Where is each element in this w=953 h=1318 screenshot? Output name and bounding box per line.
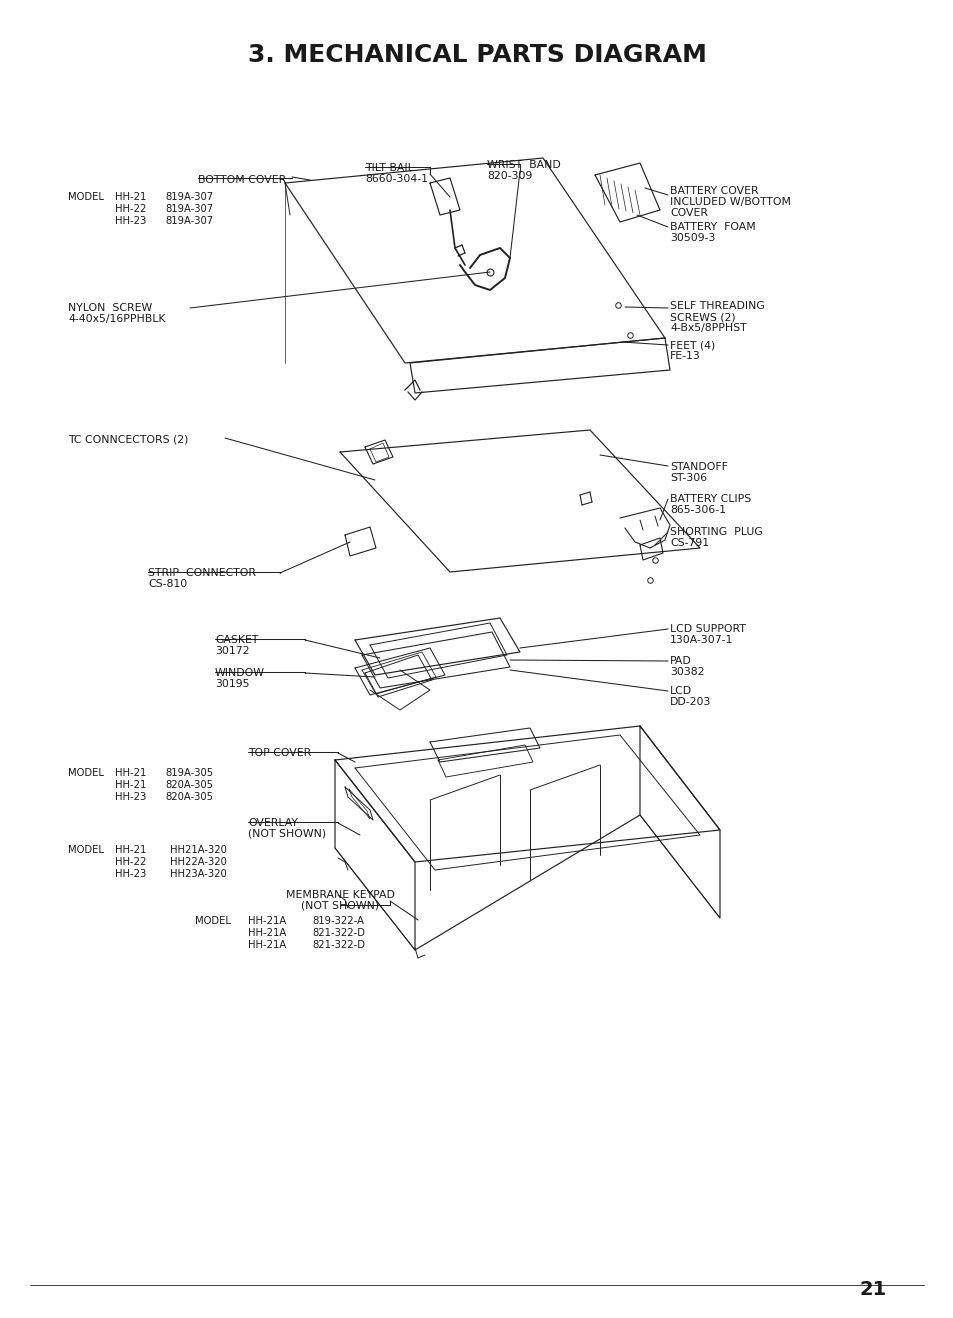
Text: HH-21: HH-21 — [115, 845, 146, 855]
Text: PAD: PAD — [669, 656, 691, 666]
Text: BATTERY  FOAM: BATTERY FOAM — [669, 221, 755, 232]
Text: HH-23: HH-23 — [115, 869, 146, 879]
Text: TOP COVER: TOP COVER — [248, 749, 311, 758]
Text: STANDOFF: STANDOFF — [669, 463, 727, 472]
Text: HH-21A: HH-21A — [248, 928, 286, 938]
Text: MODEL: MODEL — [68, 768, 104, 778]
Text: 4-Bx5/8PPHST: 4-Bx5/8PPHST — [669, 323, 746, 333]
Text: HH-21: HH-21 — [115, 192, 146, 202]
Text: 130A-307-1: 130A-307-1 — [669, 635, 733, 645]
Text: COVER: COVER — [669, 208, 707, 217]
Text: HH-22: HH-22 — [115, 857, 146, 867]
Text: 820A-305: 820A-305 — [165, 780, 213, 789]
Text: HH22A-320: HH22A-320 — [170, 857, 227, 867]
Text: FEET (4): FEET (4) — [669, 340, 715, 351]
Text: LCD: LCD — [669, 685, 691, 696]
Text: INCLUDED W/BOTTOM: INCLUDED W/BOTTOM — [669, 196, 790, 207]
Text: CS-810: CS-810 — [148, 579, 187, 589]
Text: 30195: 30195 — [214, 679, 250, 689]
Text: NYLON  SCREW: NYLON SCREW — [68, 303, 152, 312]
Text: 819A-307: 819A-307 — [165, 204, 213, 214]
Text: FE-13: FE-13 — [669, 351, 700, 361]
Text: BATTERY CLIPS: BATTERY CLIPS — [669, 494, 750, 503]
Text: 3. MECHANICAL PARTS DIAGRAM: 3. MECHANICAL PARTS DIAGRAM — [247, 43, 706, 67]
Text: LCD SUPPORT: LCD SUPPORT — [669, 623, 745, 634]
Text: HH-21: HH-21 — [115, 768, 146, 778]
Text: 821-322-D: 821-322-D — [312, 928, 365, 938]
Text: 8660-304-1: 8660-304-1 — [365, 174, 428, 185]
Text: TILT BAIL: TILT BAIL — [365, 163, 414, 173]
Text: 30509-3: 30509-3 — [669, 233, 715, 243]
Text: 819-322-A: 819-322-A — [312, 916, 363, 927]
Text: HH23A-320: HH23A-320 — [170, 869, 227, 879]
Text: SCREWS (2): SCREWS (2) — [669, 312, 735, 322]
Text: 821-322-D: 821-322-D — [312, 940, 365, 950]
Text: MODEL: MODEL — [68, 192, 104, 202]
Text: GASKET: GASKET — [214, 635, 258, 645]
Text: 820A-305: 820A-305 — [165, 792, 213, 801]
Text: TC CONNCECTORS (2): TC CONNCECTORS (2) — [68, 435, 188, 445]
Text: HH21A-320: HH21A-320 — [170, 845, 227, 855]
Text: WINDOW: WINDOW — [214, 668, 265, 677]
Text: OVERLAY: OVERLAY — [248, 818, 297, 828]
Text: SELF THREADING: SELF THREADING — [669, 301, 764, 311]
Text: MODEL: MODEL — [68, 845, 104, 855]
Text: HH-22: HH-22 — [115, 204, 146, 214]
Text: 819A-307: 819A-307 — [165, 192, 213, 202]
Text: STRIP  CONNECTOR: STRIP CONNECTOR — [148, 568, 255, 579]
Text: ST-306: ST-306 — [669, 473, 706, 482]
Text: WRIST  BAND: WRIST BAND — [486, 159, 560, 170]
Text: HH-21: HH-21 — [115, 780, 146, 789]
Text: MODEL: MODEL — [194, 916, 231, 927]
Text: CS-791: CS-791 — [669, 538, 708, 548]
Text: BATTERY COVER: BATTERY COVER — [669, 186, 758, 196]
Text: 865-306-1: 865-306-1 — [669, 505, 725, 515]
Text: HH-23: HH-23 — [115, 792, 146, 801]
Text: 819A-305: 819A-305 — [165, 768, 213, 778]
Text: 21: 21 — [859, 1280, 886, 1300]
Text: HH-23: HH-23 — [115, 216, 146, 225]
Text: (NOT SHOWN): (NOT SHOWN) — [248, 829, 326, 840]
Text: BOTTOM COVER: BOTTOM COVER — [198, 175, 286, 185]
Text: DD-203: DD-203 — [669, 697, 711, 706]
Text: 819A-307: 819A-307 — [165, 216, 213, 225]
Text: HH-21A: HH-21A — [248, 940, 286, 950]
Text: (NOT SHOWN): (NOT SHOWN) — [300, 902, 378, 911]
Text: 4-40x5/16PPHBLK: 4-40x5/16PPHBLK — [68, 314, 165, 324]
Text: 30172: 30172 — [214, 646, 250, 656]
Text: MEMBRANE KEYPAD: MEMBRANE KEYPAD — [285, 890, 394, 900]
Text: SHORTING  PLUG: SHORTING PLUG — [669, 527, 762, 536]
Text: HH-21A: HH-21A — [248, 916, 286, 927]
Text: 820-309: 820-309 — [486, 171, 532, 181]
Text: 30382: 30382 — [669, 667, 703, 677]
